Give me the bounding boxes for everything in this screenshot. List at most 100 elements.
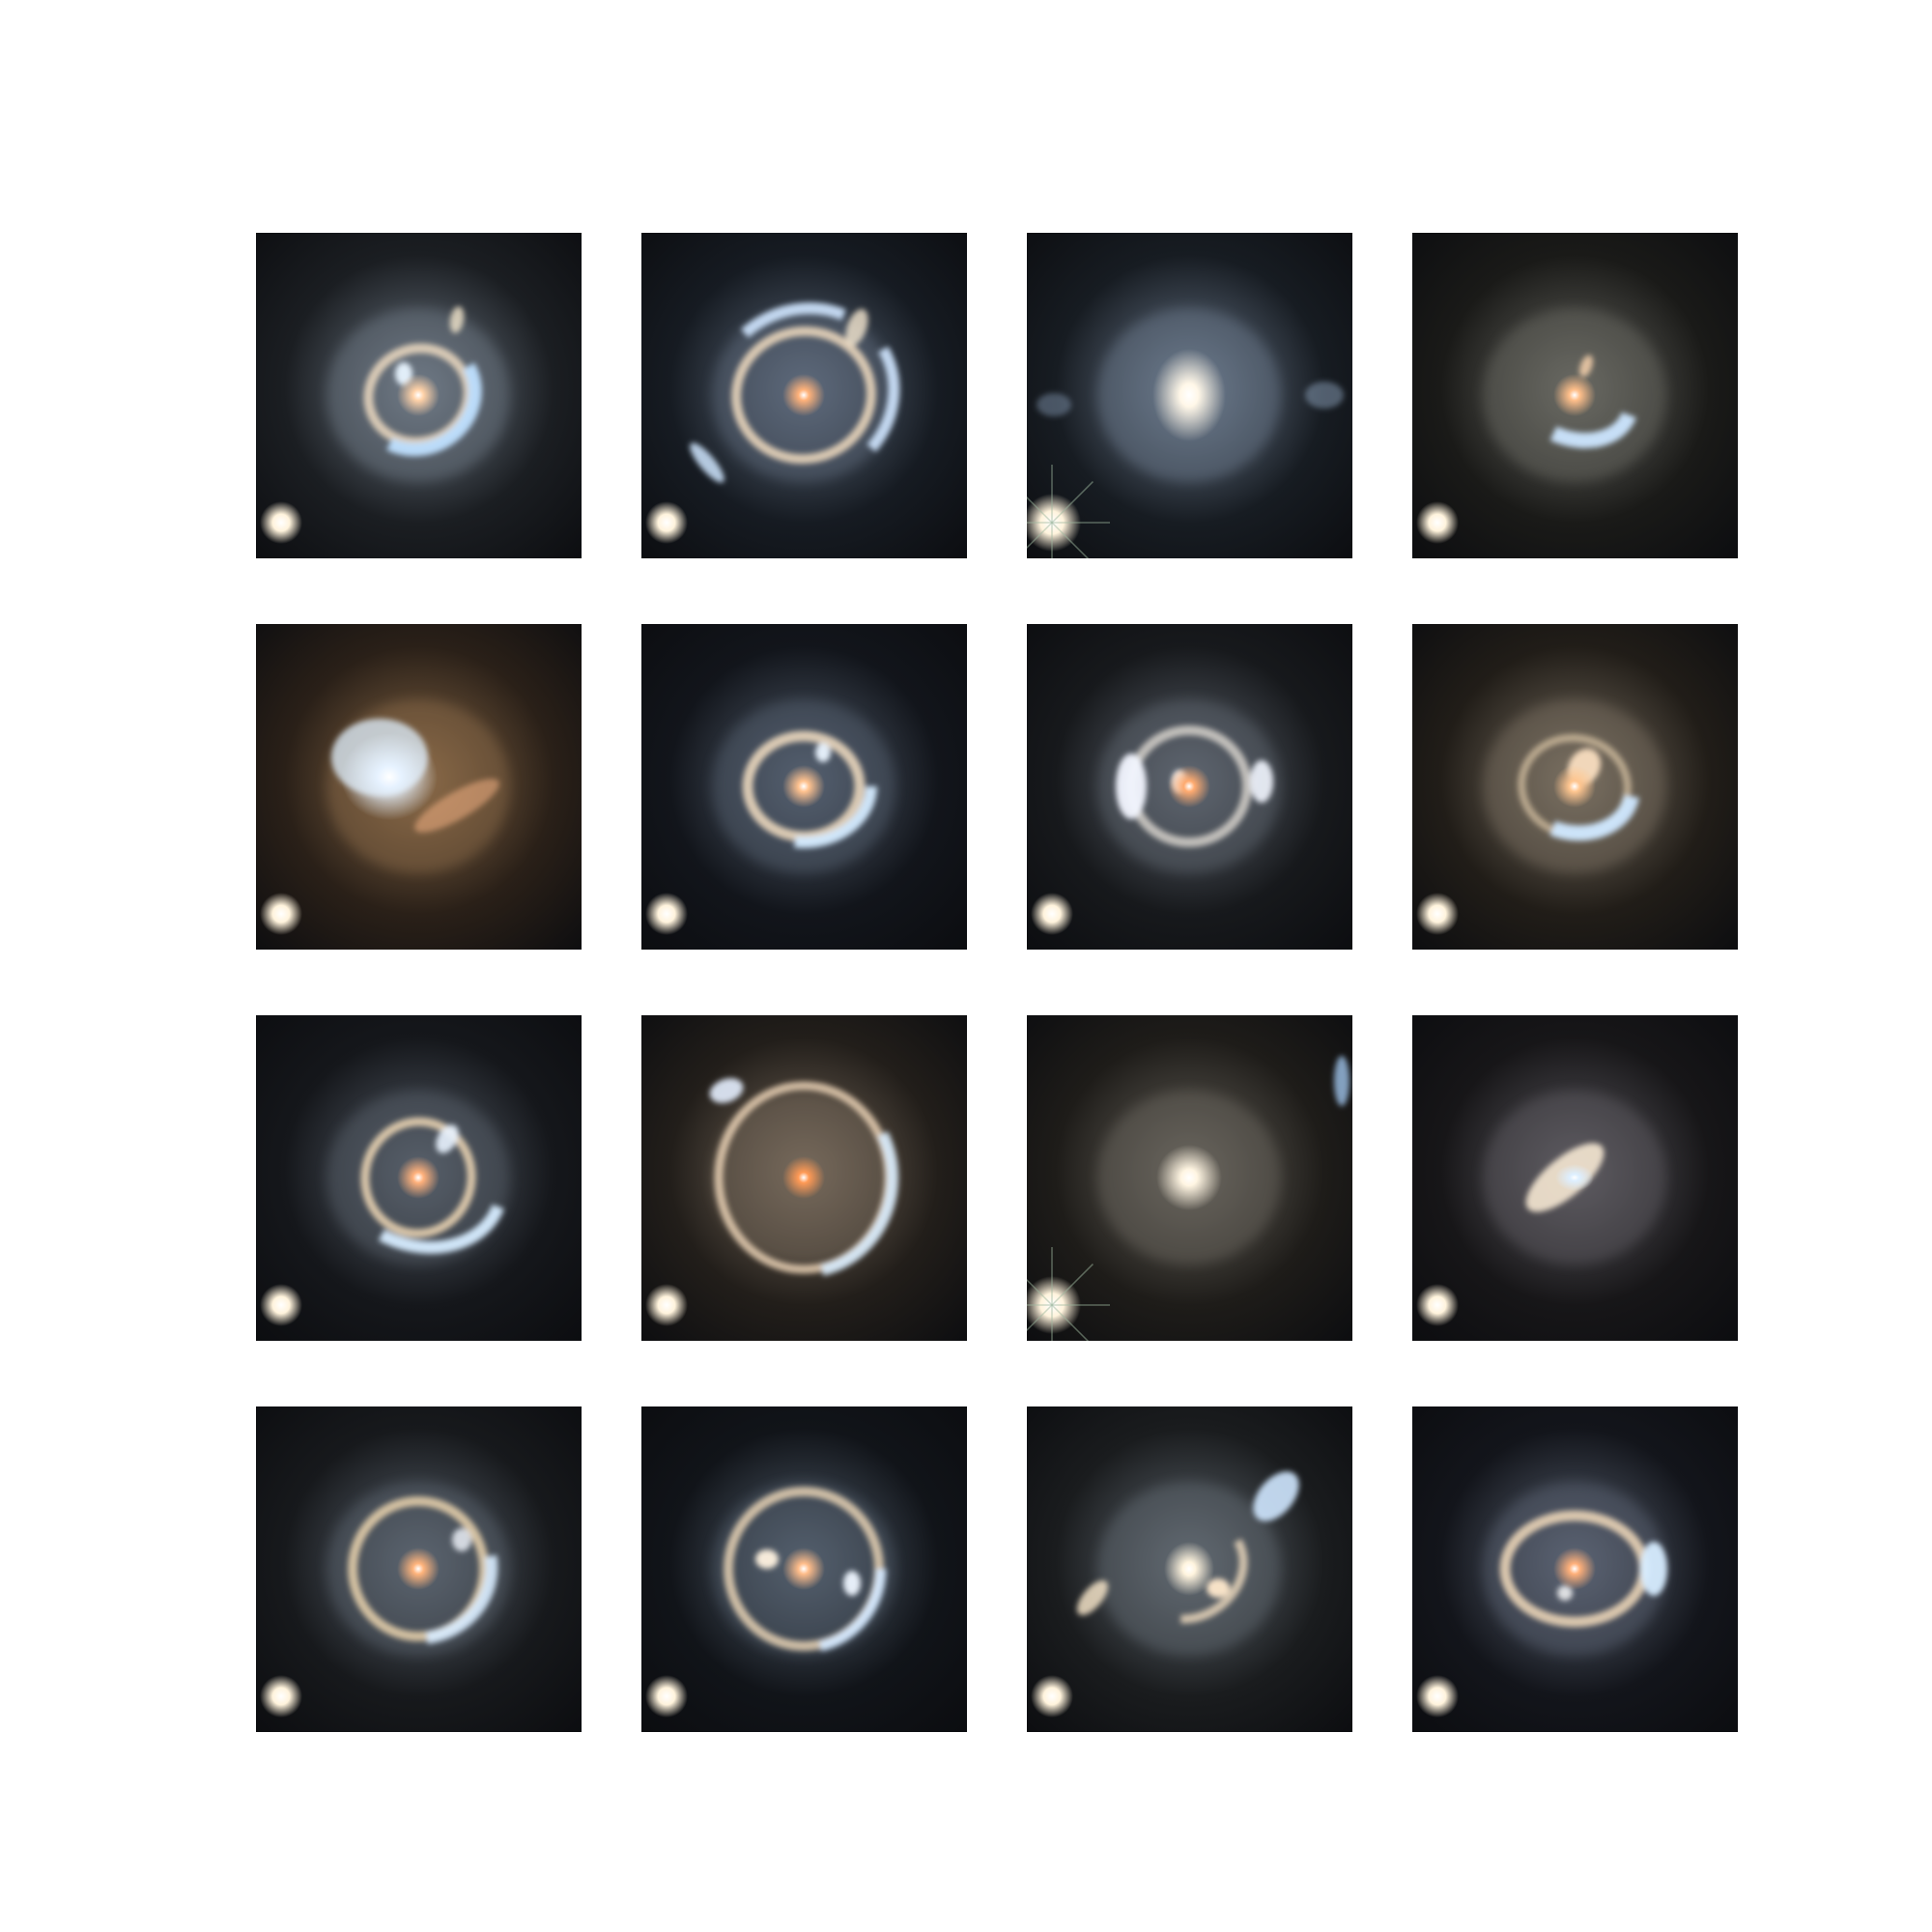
lens-image-r4c1 [256,1406,582,1732]
lensed-arcs [690,302,900,488]
lens-galaxy-core [1553,374,1596,416]
einstein-ring [707,302,900,488]
corner-star [260,893,302,935]
lens-galaxy-core [1156,1145,1222,1210]
lensed-arcs [328,1101,508,1254]
lens-image-r2c4 [1412,624,1738,950]
lens-image-panel-r1c1 [256,233,582,558]
lens-image-r2c2 [641,624,967,950]
lensed-image-blob [1334,1056,1350,1106]
lens-image-r1c4 [1412,233,1738,558]
corner-star [1027,1247,1110,1341]
corner-star [1416,1675,1459,1718]
lensed-image-blob [1207,1578,1230,1598]
lensed-image-blob [1076,1579,1109,1616]
lensed-image-blob [755,1549,779,1569]
lensed-image-blob [815,743,831,762]
lensed-image-blob [1037,393,1071,416]
lens-image-r1c3 [1027,233,1352,558]
einstein-ring [355,333,482,457]
lensed-arcs [1076,1471,1299,1624]
lens-galaxy-core [1164,1542,1214,1596]
lensed-image-blob [414,779,499,833]
lens-image-panel-r3c3 [1027,1015,1352,1341]
lens-image-r4c2 [641,1406,967,1732]
lens-galaxy-core [782,1156,825,1199]
lens-image-panel-r3c4 [1412,1015,1738,1341]
lensed-arcs [730,724,877,848]
corner-star [645,1284,688,1326]
lens-galaxy-core [341,733,438,820]
einstein-ring [348,1496,489,1641]
image-grid [256,233,1740,1732]
lens-galaxy-core [782,1548,825,1590]
lensed-image-blob [1253,1471,1299,1521]
lensed-image-blob [452,1528,471,1551]
lens-image-panel-r1c2 [641,233,967,558]
einstein-ring [360,1117,476,1238]
einstein-ring [363,343,473,447]
lens-image-panel-r4c1 [256,1406,582,1732]
corner-star [1031,1675,1073,1718]
lens-image-r3c2 [641,1015,967,1341]
einstein-ring [721,1484,887,1654]
lens-galaxy-core [782,374,825,416]
lens-image-panel-r2c2 [641,624,967,950]
lens-galaxy-core [1152,349,1226,441]
lens-galaxy-core [1553,765,1596,808]
lens-image-panel-r1c4 [1412,233,1738,558]
einstein-ring [1130,1514,1248,1624]
lens-image-panel-r3c1 [256,1015,582,1341]
einstein-ring [709,1077,898,1278]
corner-star [1416,893,1459,935]
lens-image-panel-r4c2 [641,1406,967,1732]
lens-galaxy-core [1553,1548,1596,1590]
lens-galaxy-core [1168,765,1210,808]
lens-image-r3c4 [1412,1015,1738,1341]
lens-galaxy-core [397,1548,440,1590]
lens-image-r1c2 [641,233,967,558]
einstein-ring [730,724,877,848]
lensed-arcs [355,306,482,457]
corner-star [645,893,688,935]
corner-star [645,1675,688,1718]
lens-image-r1c1 [256,233,582,558]
einstein-ring [328,1101,508,1254]
lens-image-r2c1 [256,624,582,950]
lensed-arcs [721,1484,887,1654]
lensed-image-blob [1640,1542,1667,1596]
lens-image-r3c1 [256,1015,582,1341]
corner-star [260,1675,302,1718]
lens-image-panel-r3c2 [641,1015,967,1341]
lens-image-r3c3 [1027,1015,1352,1341]
einstein-ring [338,1492,498,1645]
lensed-image-blob [449,306,465,333]
corner-star [1416,1284,1459,1326]
lensed-image-blob [1116,753,1147,819]
lensed-arcs [1334,1056,1350,1106]
lens-galaxy-core [782,765,825,808]
corner-star [260,1284,302,1326]
lens-image-r4c3 [1027,1406,1352,1732]
lensed-image-blob [709,1078,744,1103]
lensed-image-blob [1579,355,1593,378]
lens-image-panel-r2c1 [256,624,582,950]
lensed-image-blob [845,308,868,347]
lens-galaxy-core [1555,1164,1594,1191]
lensed-image-blob [1305,382,1344,409]
lens-image-r2c3 [1027,624,1352,950]
lens-galaxy-core [397,374,440,416]
lensed-image-blob [690,442,724,483]
lens-image-panel-r2c4 [1412,624,1738,950]
lensed-image-blob [1250,760,1273,803]
lens-image-panel-r4c3 [1027,1406,1352,1732]
corner-star [1027,465,1110,558]
lens-image-r4c4 [1412,1406,1738,1732]
corner-star [1416,501,1459,544]
lens-image-panel-r2c3 [1027,624,1352,950]
corner-star [1031,893,1073,935]
lensed-arcs [1037,382,1344,416]
lens-galaxy-core [397,1156,440,1199]
lensed-image-blob [436,1124,459,1153]
